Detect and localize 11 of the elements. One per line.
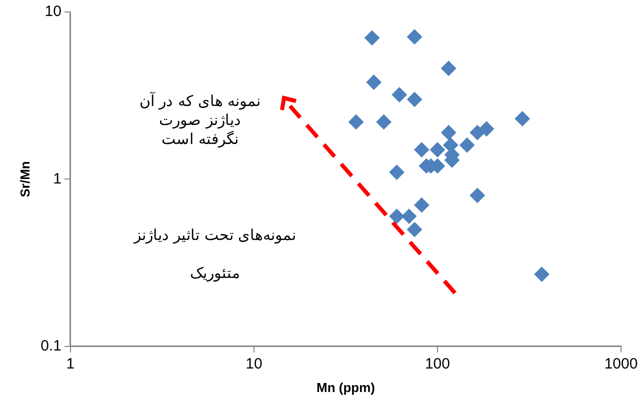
x-tick-label: 10 — [246, 356, 262, 373]
x-tick-label: 100 — [424, 356, 450, 373]
y-tick-label: 10 — [44, 3, 62, 20]
y-tick-label: 0.1 — [40, 338, 62, 355]
x-tick-label: 1 — [66, 356, 75, 373]
annotation: نمونه های که در آن دیاژنز صورت نگرفته است — [138, 92, 262, 149]
x-tick-label: 1000 — [604, 356, 638, 373]
text: نمونه‌های تحت تاثیر دیاژنز متئوریک — [134, 226, 296, 282]
y-axis-title: Sr/Mn — [17, 161, 32, 198]
y-tick-label: 1 — [53, 170, 62, 188]
x-axis-title: Mn (ppm) — [316, 380, 375, 395]
